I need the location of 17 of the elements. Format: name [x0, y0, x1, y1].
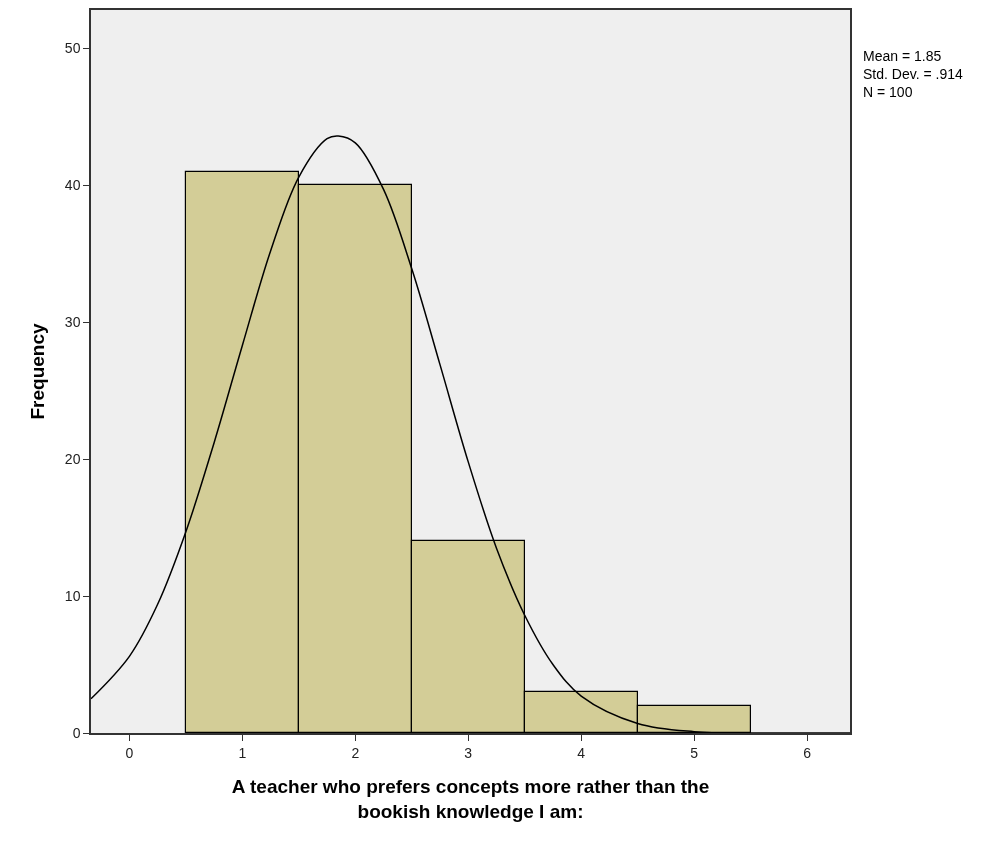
- y-axis-title: Frequency: [27, 323, 49, 420]
- x-tick-label: 3: [464, 744, 473, 761]
- x-axis-title: A teacher who prefers concepts more rather than the bookish knowledge I am:: [231, 775, 710, 822]
- line-series: [91, 135, 850, 733]
- y-tick-label: 20: [64, 451, 81, 468]
- x-tick-label: 0: [125, 744, 134, 761]
- x-tick-label: 1: [238, 744, 247, 761]
- x-tick-label: 5: [690, 744, 699, 761]
- y-tick-label: 10: [64, 587, 81, 604]
- y-tick-label: 40: [64, 177, 81, 194]
- x-tick-label: 2: [351, 744, 360, 761]
- x-tick-label: 6: [803, 744, 812, 761]
- y-tick-label: 30: [64, 314, 81, 331]
- text: Mean = 1.85 Std. Dev. = .914 N = 100: [863, 48, 963, 101]
- y-tick-label: 0: [72, 724, 81, 741]
- x-tick-label: 4: [577, 744, 586, 761]
- y-tick-label: 50: [64, 40, 81, 57]
